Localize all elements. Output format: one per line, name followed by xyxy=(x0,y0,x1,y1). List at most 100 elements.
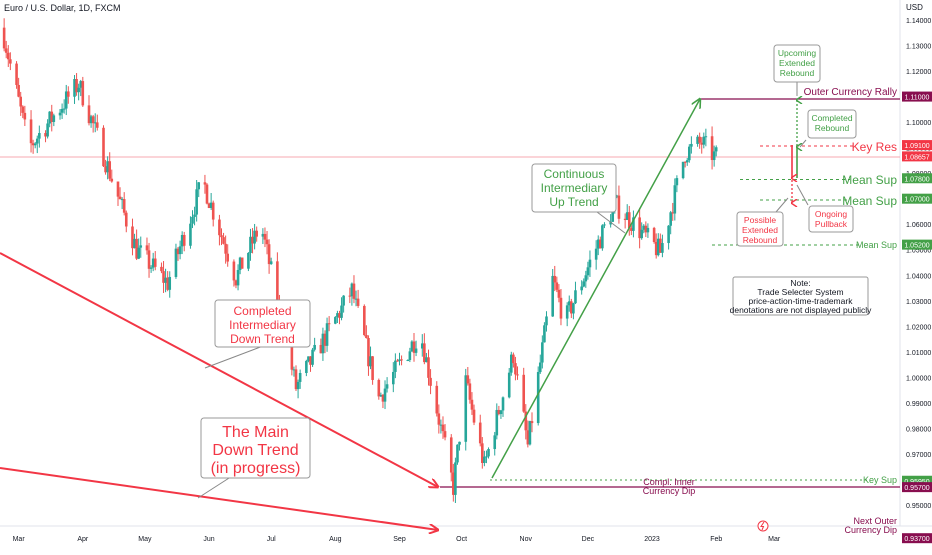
candle-body xyxy=(251,236,254,244)
candle-body xyxy=(638,217,641,239)
candle-body xyxy=(704,136,708,138)
candle-body xyxy=(385,384,389,389)
candle-body xyxy=(423,343,426,363)
y-tick-label: 0.99000 xyxy=(906,401,931,408)
candle-body xyxy=(681,161,685,179)
callout-main-down-trend: The Main Down Trend (in progress) xyxy=(200,417,311,479)
candle-body xyxy=(269,261,273,265)
candle-body xyxy=(512,354,515,364)
continuous-up-line-1: Continuous xyxy=(544,167,605,181)
candle-body xyxy=(2,27,6,49)
candle-body xyxy=(116,181,120,197)
candle-body xyxy=(470,399,474,410)
candle-body xyxy=(178,246,182,255)
price-badge-text: 1.08657 xyxy=(904,154,929,161)
candle-body xyxy=(400,359,403,361)
mean-sup-3-label: Mean Sup xyxy=(856,240,897,250)
candle-body xyxy=(406,360,410,362)
key-res-label: Key Res xyxy=(852,140,897,154)
candle-body xyxy=(19,96,22,107)
candle-body xyxy=(420,343,424,349)
candle-body xyxy=(311,349,314,365)
candle-body xyxy=(348,295,352,297)
main-down-trend-line-3: (in progress) xyxy=(211,460,301,477)
candle-body xyxy=(64,91,68,109)
candle-body xyxy=(336,313,339,318)
time-axis[interactable]: Mar Apr May Jun Jul Aug Sep Oct Nov Dec 2023 Feb Mar xyxy=(13,536,781,543)
candle-body xyxy=(712,151,716,161)
candle-body xyxy=(137,247,140,259)
price-badge xyxy=(902,151,932,162)
event-icon[interactable] xyxy=(757,520,769,532)
candle-body xyxy=(559,297,563,319)
candle-body xyxy=(514,363,517,375)
candle-body xyxy=(21,106,25,113)
candle-body xyxy=(412,341,416,353)
candle-body xyxy=(265,239,269,245)
price-badge-text: 1.07800 xyxy=(904,176,929,183)
candle-body xyxy=(466,375,470,384)
candle-body xyxy=(224,243,227,254)
note-box: Note: Trade Selecter System price-action… xyxy=(730,276,872,316)
price-badge-text: 1.09100 xyxy=(904,143,929,150)
candle-body xyxy=(398,359,401,361)
candle-body xyxy=(218,219,221,236)
candle-body xyxy=(60,108,64,113)
candle-body xyxy=(38,133,41,139)
x-tick-label: Jun xyxy=(203,536,214,543)
candle-body xyxy=(350,283,354,297)
candle-body xyxy=(253,230,256,244)
candle-body xyxy=(688,146,691,161)
candle-body xyxy=(104,166,107,173)
candle-body xyxy=(696,136,699,144)
price-badge xyxy=(902,140,932,151)
intermediary-down-trend-line xyxy=(0,252,438,487)
candle-body xyxy=(458,441,461,445)
candle-body xyxy=(698,136,701,143)
candle-body xyxy=(79,81,83,88)
note-line-2: price-action-time-trademark xyxy=(749,296,854,306)
candle-body xyxy=(675,178,679,186)
next-dip-label-1: Next Outer xyxy=(853,516,897,526)
candle-body xyxy=(383,388,387,402)
chart-title: Euro / U.S. Dollar, 1D, FXCM xyxy=(4,3,121,13)
possible-rebound-line-2: Extended xyxy=(742,225,778,235)
x-tick-label: 2023 xyxy=(644,536,660,543)
candle-body xyxy=(580,286,583,291)
candle-body xyxy=(120,199,124,201)
mean-sup-1-label: Mean Sup xyxy=(842,173,897,187)
candle-body xyxy=(567,301,571,306)
candle-body xyxy=(124,212,128,227)
callout-continuous-up: Continuous Intermediary Up Trend xyxy=(531,163,617,213)
candle-body xyxy=(6,52,10,60)
x-tick-label: Aug xyxy=(329,536,342,543)
candle-body xyxy=(31,143,35,146)
x-tick-label: Mar xyxy=(13,536,26,543)
candle-body xyxy=(135,238,138,259)
completed-rebound-line-1: Completed xyxy=(811,113,852,123)
price-badge xyxy=(902,533,932,544)
candle-body xyxy=(106,161,109,173)
candle-body xyxy=(646,227,650,233)
candle-body xyxy=(565,305,569,319)
candle-body xyxy=(325,323,329,346)
price-badge xyxy=(902,475,932,486)
trend-lines xyxy=(0,99,700,530)
candle-body xyxy=(226,253,229,262)
candle-body xyxy=(354,298,358,300)
completed-intermediary-line-2: Intermediary xyxy=(229,318,296,332)
candle-body xyxy=(522,374,526,412)
candle-body xyxy=(17,84,20,97)
candle-body xyxy=(642,225,646,230)
price-badge xyxy=(902,173,932,184)
candle-body xyxy=(627,212,631,229)
price-badge-text: 1.07000 xyxy=(904,197,929,204)
candle-body xyxy=(294,369,298,390)
candle-body xyxy=(551,275,554,317)
candle-body xyxy=(307,356,310,361)
candle-body xyxy=(452,472,455,495)
candle-body xyxy=(586,267,590,276)
candle-body xyxy=(209,202,213,209)
